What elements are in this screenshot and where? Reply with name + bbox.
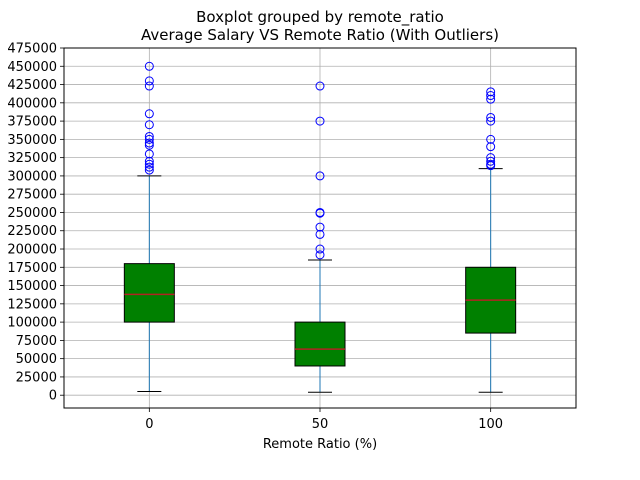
outlier-point: [144, 149, 154, 159]
outlier-point: [315, 250, 325, 260]
outlier-point: [486, 153, 496, 163]
box-group-0: [123, 61, 175, 393]
box-group-100: [465, 87, 517, 393]
chart-subtitle: Average Salary VS Remote Ratio (With Out…: [141, 26, 499, 44]
y-axis-ticks: 0 25000 50000 75000 100000 125000 150000 175000…: [7, 42, 64, 404]
outlier-point: [486, 142, 496, 152]
iqr-box: [123, 263, 175, 323]
y-tick-label: 225000: [7, 224, 57, 239]
iqr-box: [294, 321, 346, 367]
y-tick-label: 50000: [16, 352, 57, 367]
outlier-point: [315, 229, 325, 239]
y-tick-label: 475000: [7, 42, 57, 57]
y-tick-label: 150000: [7, 279, 57, 294]
outlier-point: [144, 61, 154, 71]
outlier-point: [486, 134, 496, 144]
outlier-point: [144, 109, 154, 119]
y-tick-label: 25000: [16, 370, 57, 385]
outlier-point: [486, 159, 496, 169]
y-tick-label: 75000: [16, 334, 57, 349]
outlier-point: [315, 222, 325, 232]
outlier-point: [486, 116, 496, 126]
y-tick-label: 100000: [7, 316, 57, 331]
y-tick-label: 325000: [7, 151, 57, 166]
outlier-point: [144, 156, 154, 166]
outlier-point: [144, 162, 154, 172]
box-groups: [123, 61, 517, 393]
outlier-point: [315, 244, 325, 254]
outlier-point: [144, 140, 154, 150]
x-tick-label: 100: [478, 417, 503, 432]
y-tick-label: 200000: [7, 243, 57, 258]
outlier-point: [486, 112, 496, 122]
box-group-50: [294, 81, 346, 393]
y-tick-label: 125000: [7, 297, 57, 312]
outlier-point: [144, 120, 154, 130]
y-tick-label: 450000: [7, 60, 57, 75]
outlier-point: [486, 91, 496, 101]
y-tick-label: 300000: [7, 169, 57, 184]
outlier-point: [144, 138, 154, 148]
y-tick-label: 400000: [7, 96, 57, 111]
y-tick-label: 0: [49, 389, 57, 404]
outlier-point: [144, 76, 154, 86]
x-tick-label: 0: [145, 417, 153, 432]
outlier-point: [315, 116, 325, 126]
y-tick-label: 350000: [7, 133, 57, 148]
x-tick-label: 50: [312, 417, 329, 432]
y-tick-label: 375000: [7, 115, 57, 130]
outlier-point: [144, 131, 154, 141]
outlier-point: [144, 159, 154, 169]
y-tick-label: 425000: [7, 78, 57, 93]
outlier-point: [144, 165, 154, 175]
y-tick-label: 175000: [7, 261, 57, 276]
x-axis-ticks: 0 50 100: [145, 408, 503, 432]
outlier-point: [486, 94, 496, 104]
outlier-point: [315, 171, 325, 181]
x-axis-label: Remote Ratio (%): [263, 437, 377, 452]
outlier-point: [486, 87, 496, 97]
outlier-point: [315, 207, 325, 217]
outlier-point: [144, 81, 154, 91]
outlier-point: [144, 134, 154, 144]
chart-title: Boxplot grouped by remote_ratio: [196, 8, 444, 27]
outlier-point: [486, 156, 496, 166]
y-tick-label: 250000: [7, 206, 57, 221]
y-tick-label: 275000: [7, 188, 57, 203]
outlier-point: [315, 81, 325, 91]
